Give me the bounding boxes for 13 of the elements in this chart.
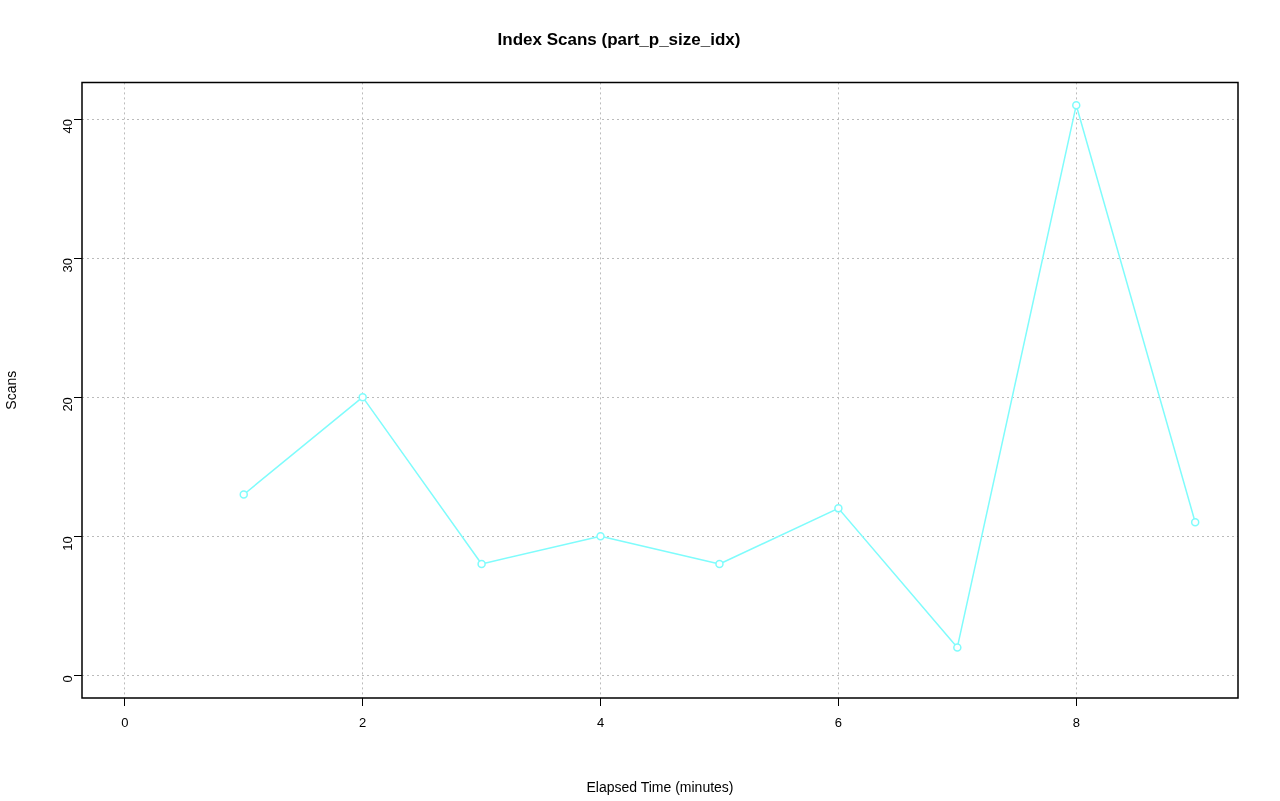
y-tick-label: 40 (59, 119, 75, 134)
x-tick-label: 0 (121, 715, 129, 731)
x-tick-label: 4 (596, 715, 605, 731)
y-tick-label: 20 (59, 397, 75, 412)
x-tick-label: 8 (1072, 715, 1080, 731)
y-tick-label: 10 (59, 536, 75, 551)
y-axis-title: Scans (3, 370, 20, 410)
chart-title: Index Scans (part_p_size_idx) (497, 29, 741, 49)
y-tick-label: 0 (59, 675, 75, 683)
x-tick-label: 6 (834, 715, 843, 731)
x-axis-title: Elapsed Time (minutes) (586, 779, 734, 796)
x-tick-label: 2 (359, 715, 367, 731)
y-tick-label: 30 (59, 258, 75, 273)
